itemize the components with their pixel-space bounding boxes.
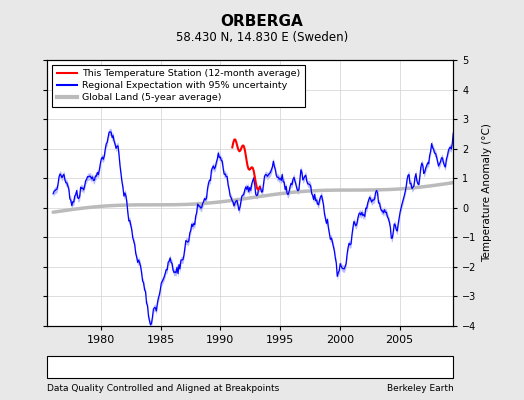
Legend: This Temperature Station (12-month average), Regional Expectation with 95% uncer: This Temperature Station (12-month avera… — [52, 65, 305, 107]
Text: Station Move: Station Move — [64, 362, 126, 372]
Text: 58.430 N, 14.830 E (Sweden): 58.430 N, 14.830 E (Sweden) — [176, 31, 348, 44]
Text: Time of Obs. Change: Time of Obs. Change — [263, 362, 362, 372]
Text: Empirical Break: Empirical Break — [376, 362, 450, 372]
Text: Data Quality Controlled and Aligned at Breakpoints: Data Quality Controlled and Aligned at B… — [47, 384, 279, 393]
Text: ORBERGA: ORBERGA — [221, 14, 303, 29]
Text: Record Gap: Record Gap — [156, 362, 211, 372]
Text: Berkeley Earth: Berkeley Earth — [387, 384, 453, 393]
Y-axis label: Temperature Anomaly (°C): Temperature Anomaly (°C) — [482, 124, 492, 262]
